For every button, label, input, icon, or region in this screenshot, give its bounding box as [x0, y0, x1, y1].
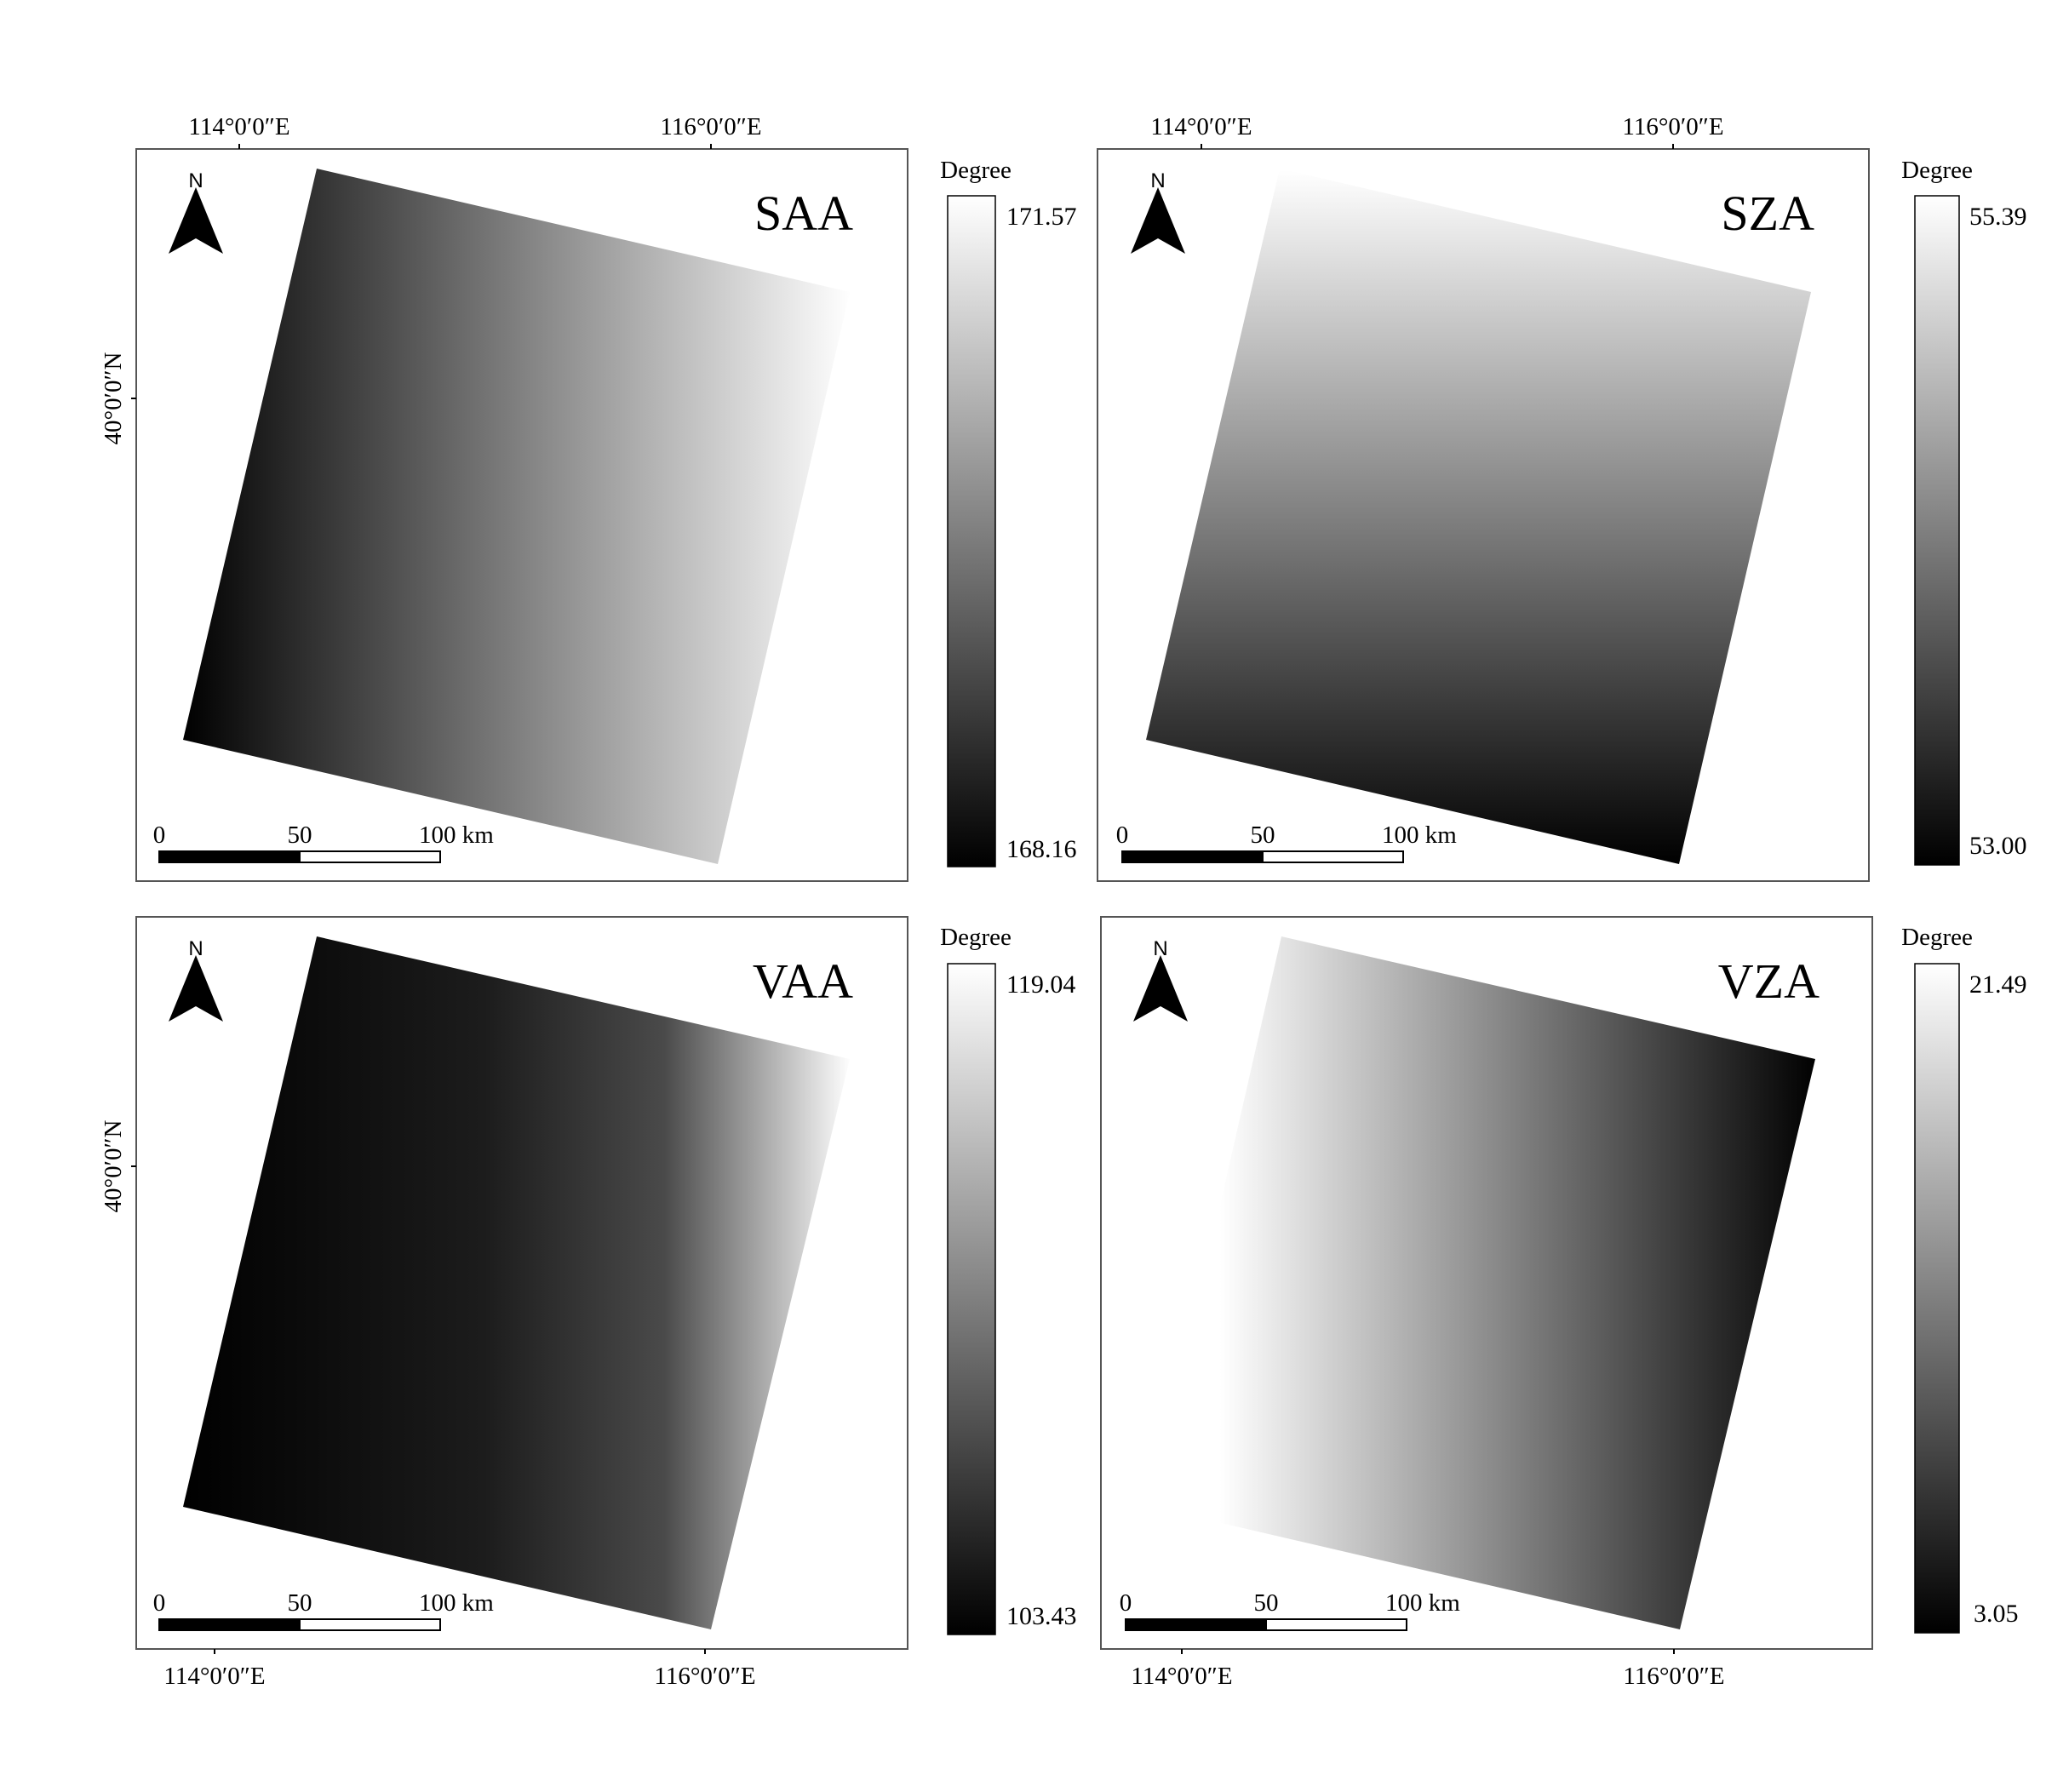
scale-label-50: 50 — [288, 822, 312, 849]
lon-label-114: 114°0′0″E — [1131, 1663, 1232, 1690]
top-lon-axis: 114°0′0″E 116°0′0″E — [1150, 113, 1724, 149]
legend-min: 103.43 — [1006, 1602, 1077, 1630]
raster-scene — [183, 936, 850, 1629]
scale-label-0: 0 — [153, 822, 166, 849]
bottom-lon-axis: 114°0′0″E 116°0′0″E — [163, 1649, 756, 1690]
lat-axis: 40°0′0″N — [100, 1119, 136, 1212]
scale-label-50: 50 — [288, 1589, 312, 1617]
legend-min: 168.16 — [1006, 835, 1077, 863]
scale-bar: 0 50 100 km — [1120, 1589, 1460, 1631]
legend-max: 171.57 — [1006, 203, 1077, 231]
lon-label-116: 116°0′0″E — [1622, 113, 1723, 140]
north-arrow-icon: N — [1133, 937, 1188, 1022]
scale-label-100km: 100 km — [419, 1589, 494, 1617]
panel-vaa: VAA N 0 50 100 km 40°0′0″N 114°0′0″E 116… — [100, 916, 1077, 1690]
north-arrow-icon: N — [1131, 169, 1185, 254]
colorbar — [1914, 195, 1960, 866]
legend-min: 53.00 — [1969, 832, 2027, 860]
scale-label-100km: 100 km — [1385, 1589, 1460, 1617]
scale-label-50: 50 — [1254, 1589, 1279, 1617]
raster-scene — [183, 169, 850, 864]
north-arrow-icon: N — [169, 937, 223, 1022]
colorbar-legend: Degree 55.39 53.00 — [1901, 157, 2027, 866]
colorbar-legend: Degree 21.49 3.05 — [1901, 924, 2027, 1634]
legend-max: 119.04 — [1006, 970, 1075, 999]
bottom-lon-axis: 114°0′0″E 116°0′0″E — [1131, 1649, 1725, 1690]
legend-min: 3.05 — [1974, 1600, 2019, 1628]
scale-label-100km: 100 km — [419, 822, 494, 849]
legend-max: 55.39 — [1969, 203, 2027, 231]
raster-scene — [1151, 936, 1815, 1629]
lon-label-116: 116°0′0″E — [660, 113, 761, 140]
lon-label-114: 114°0′0″E — [188, 113, 289, 140]
scale-label-0: 0 — [153, 1589, 166, 1617]
scale-bar: 0 50 100 km — [153, 822, 494, 863]
colorbar — [947, 963, 996, 1635]
scale-label-0: 0 — [1120, 1589, 1132, 1617]
panel-vza: VZA N 0 50 100 km 114°0′0″E 116°0′0″E De… — [1100, 916, 2027, 1690]
scale-bar: 0 50 100 km — [153, 1589, 494, 1631]
panel-title: SZA — [1721, 186, 1814, 241]
north-letter: N — [188, 169, 203, 192]
legend-max: 21.49 — [1969, 970, 2027, 999]
legend-title: Degree — [1901, 157, 1973, 184]
north-arrow-icon: N — [169, 169, 223, 254]
raster-scene — [1146, 169, 1811, 864]
top-lon-axis: 114°0′0″E 116°0′0″E — [188, 113, 762, 149]
lat-label-40: 40°0′0″N — [100, 352, 127, 444]
scale-label-0: 0 — [1116, 822, 1129, 849]
lon-label-116: 116°0′0″E — [654, 1663, 755, 1690]
lon-label-116: 116°0′0″E — [1623, 1663, 1724, 1690]
panel-sza: SZA N 0 50 100 km 114°0′0″E 116°0′0″E De… — [1097, 113, 2027, 882]
scale-bar: 0 50 100 km — [1116, 822, 1457, 863]
legend-title: Degree — [940, 924, 1012, 951]
colorbar-legend: Degree 171.57 168.16 — [940, 157, 1077, 867]
north-letter: N — [1153, 937, 1167, 960]
north-letter: N — [1150, 169, 1165, 192]
north-letter: N — [188, 937, 203, 960]
panel-title: VAA — [753, 953, 853, 1009]
lon-label-114: 114°0′0″E — [1150, 113, 1252, 140]
scale-label-100km: 100 km — [1382, 822, 1457, 849]
colorbar — [1914, 963, 1960, 1634]
lat-axis: 40°0′0″N — [100, 352, 136, 444]
panel-saa: SAA N 0 50 100 km 114°0′0″E 116°0′0″E 40… — [100, 113, 1077, 882]
lat-label-40: 40°0′0″N — [100, 1119, 127, 1212]
colorbar — [947, 195, 996, 867]
panel-title: VZA — [1718, 953, 1820, 1009]
colorbar-legend: Degree 119.04 103.43 — [940, 924, 1077, 1635]
panel-title: SAA — [754, 186, 853, 241]
lon-label-114: 114°0′0″E — [163, 1663, 265, 1690]
legend-title: Degree — [1901, 924, 1973, 951]
legend-title: Degree — [940, 157, 1012, 184]
scale-label-50: 50 — [1251, 822, 1275, 849]
